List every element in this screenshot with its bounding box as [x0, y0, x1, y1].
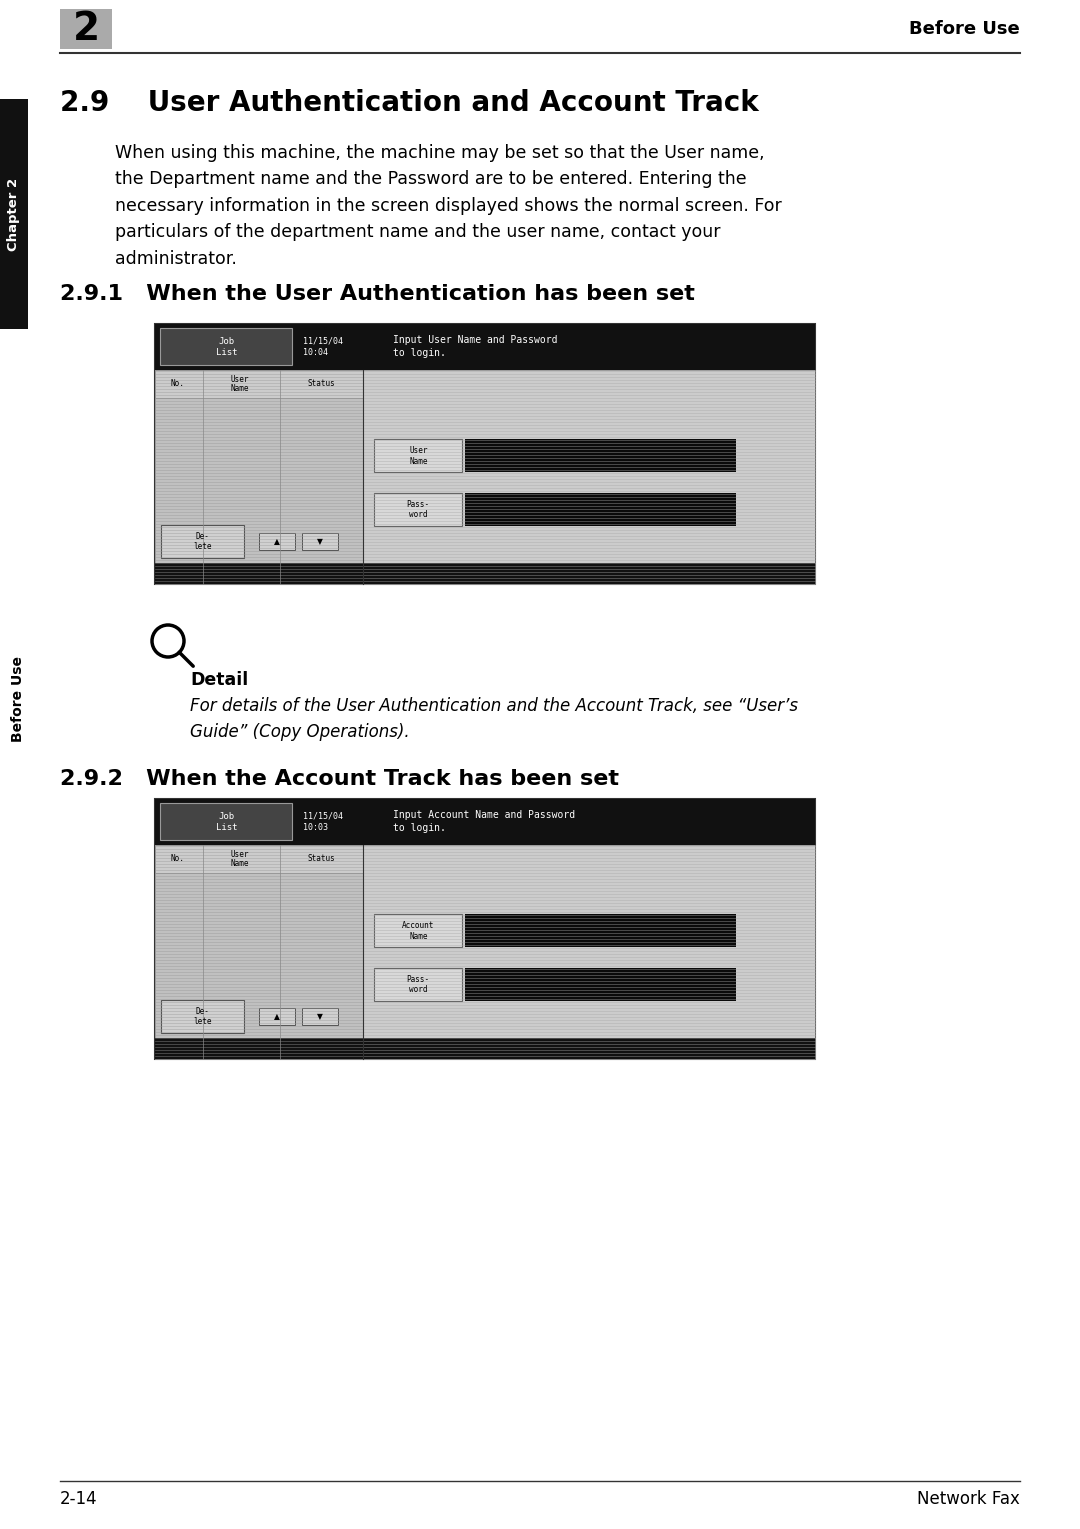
Bar [156, 324, 815, 584]
Text: User
Name: User Name [409, 446, 428, 465]
Bar [259, 534, 295, 550]
Bar [0, 99, 28, 329]
Bar [161, 524, 244, 558]
Bar [301, 534, 338, 550]
Text: 2.9.2   When the Account Track has been set: 2.9.2 When the Account Track has been se… [60, 769, 619, 789]
Bar [156, 800, 815, 844]
Text: Status: Status [308, 855, 335, 864]
Bar [160, 803, 293, 841]
Bar [464, 968, 735, 1001]
Bar [156, 370, 363, 584]
Bar [156, 844, 363, 873]
Bar [363, 370, 815, 584]
Text: Detail: Detail [190, 671, 248, 690]
Text: No.: No. [171, 855, 185, 864]
Text: 2-14: 2-14 [60, 1489, 97, 1508]
Bar [301, 1008, 338, 1026]
Bar [160, 329, 293, 365]
Bar [60, 9, 112, 49]
Text: Before Use: Before Use [11, 656, 25, 742]
Text: For details of the User Authentication and the Account Track, see “User’s
Guide”: For details of the User Authentication a… [190, 697, 798, 742]
Text: 2: 2 [72, 11, 99, 47]
Text: Pass-
word: Pass- word [407, 976, 430, 994]
Bar [259, 1008, 295, 1026]
Bar [161, 1000, 244, 1034]
Text: User
Name: User Name [231, 375, 249, 393]
Bar [464, 492, 735, 526]
Text: When using this machine, the machine may be set so that the User name,
the Depar: When using this machine, the machine may… [114, 144, 782, 268]
Bar [374, 914, 462, 948]
Text: 2.9.1   When the User Authentication has been set: 2.9.1 When the User Authentication has b… [60, 284, 694, 304]
Bar [374, 968, 462, 1001]
Text: 2.9    User Authentication and Account Track: 2.9 User Authentication and Account Trac… [60, 89, 759, 118]
Text: Input User Name and Password
to login.: Input User Name and Password to login. [393, 335, 557, 358]
Text: De-
lete: De- lete [193, 1008, 212, 1026]
Bar [464, 914, 735, 948]
Bar [464, 439, 735, 472]
Text: 11/15/04
10:03: 11/15/04 10:03 [303, 812, 343, 832]
Bar [156, 563, 363, 584]
Text: No.: No. [171, 379, 185, 388]
Text: 11/15/04
10:04: 11/15/04 10:04 [303, 336, 343, 358]
Text: Before Use: Before Use [909, 20, 1020, 38]
Text: Account
Name: Account Name [402, 920, 434, 940]
Text: ▲: ▲ [274, 1012, 280, 1021]
Text: User
Name: User Name [231, 850, 249, 868]
Bar [156, 370, 363, 584]
Bar [156, 844, 363, 1060]
Bar [374, 492, 462, 526]
Text: Network Fax: Network Fax [917, 1489, 1020, 1508]
Text: ▼: ▼ [316, 537, 323, 546]
Text: Chapter 2: Chapter 2 [8, 177, 21, 251]
Text: Input Account Name and Password
to login.: Input Account Name and Password to login… [393, 810, 575, 833]
Bar [363, 563, 815, 584]
Bar [363, 844, 815, 1060]
Text: De-
lete: De- lete [193, 532, 212, 552]
Bar [363, 844, 815, 1060]
Text: Status: Status [308, 379, 335, 388]
Bar [156, 844, 363, 1060]
Text: Pass-
word: Pass- word [407, 500, 430, 520]
Bar [363, 370, 815, 584]
Bar [156, 324, 815, 370]
Text: ▲: ▲ [274, 537, 280, 546]
Text: ▼: ▼ [316, 1012, 323, 1021]
Bar [156, 800, 815, 1060]
Bar [156, 1038, 363, 1060]
Text: Job
List: Job List [216, 336, 237, 356]
Text: Job
List: Job List [216, 812, 237, 832]
Bar [156, 370, 363, 399]
Bar [363, 1038, 815, 1060]
Bar [374, 439, 462, 472]
